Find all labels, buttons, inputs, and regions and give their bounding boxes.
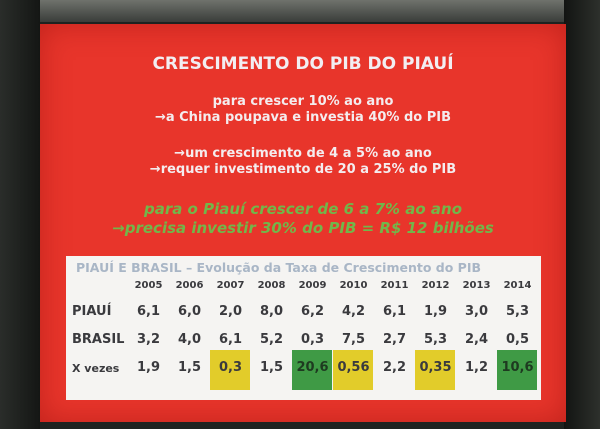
year-header: 2009 <box>298 280 327 291</box>
growth-table: PIAUÍ E BRASIL – Evolução da Taxa de Cre… <box>66 256 541 400</box>
table-cell: 2,0 <box>218 304 243 319</box>
highlight-cell-yellow <box>415 350 455 390</box>
text-line: →requer investimento de 20 a 25% do PIB <box>149 162 457 177</box>
table-cell: 6,1 <box>382 304 407 319</box>
table-cell: 1,5 <box>259 360 284 375</box>
text-line: →um crescimento de 4 a 5% ao ano <box>174 146 432 161</box>
table-cell: 5,3 <box>423 332 448 347</box>
highlight-cell-yellow <box>210 350 250 390</box>
year-header: 2007 <box>216 280 245 291</box>
table-cell: 0,5 <box>505 332 530 347</box>
table-title: PIAUÍ E BRASIL – Evolução da Taxa de Cre… <box>76 260 481 275</box>
year-header: 2011 <box>380 280 409 291</box>
highlight-cell-yellow <box>333 350 373 390</box>
year-header: 2010 <box>339 280 368 291</box>
row-label: PIAUÍ <box>72 304 112 319</box>
table-cell: 6,0 <box>177 304 202 319</box>
year-header: 2012 <box>421 280 450 291</box>
row-label: X vezes <box>72 362 120 375</box>
table-cell: 6,1 <box>218 332 243 347</box>
table-cell: 0,3 <box>300 332 325 347</box>
table-cell: 5,2 <box>259 332 284 347</box>
highlight-line: para o Piauí crescer de 6 a 7% ao ano <box>143 200 463 218</box>
highlight-line: →precisa investir 30% do PIB = R$ 12 bil… <box>112 219 494 237</box>
year-header: 2005 <box>134 280 163 291</box>
highlight-cell-green <box>292 350 332 390</box>
table-cell: 3,0 <box>464 304 489 319</box>
row-label: BRASIL <box>72 332 125 347</box>
frame-right <box>564 0 600 429</box>
table-cell: 20,6 <box>296 360 329 375</box>
highlight-cell-green <box>497 350 537 390</box>
year-header: 2013 <box>462 280 491 291</box>
table-cell: 8,0 <box>259 304 284 319</box>
table-cell: 2,2 <box>382 360 407 375</box>
table-cell: 10,6 <box>501 360 534 375</box>
table-cell: 7,5 <box>341 332 366 347</box>
table-cell: 1,5 <box>177 360 202 375</box>
year-header: 2008 <box>257 280 286 291</box>
table-cell: 1,2 <box>464 360 489 375</box>
table-cell: 5,3 <box>505 304 530 319</box>
table-cell: 4,2 <box>341 304 366 319</box>
table-cell: 2,4 <box>464 332 489 347</box>
table-cell: 3,2 <box>136 332 161 347</box>
text-line: →a China poupava e investia 40% do PIB <box>154 110 452 125</box>
presentation-slide: CRESCIMENTO DO PIB DO PIAUÍ para crescer… <box>40 24 566 422</box>
year-header: 2006 <box>175 280 204 291</box>
table-cell: 2,7 <box>382 332 407 347</box>
table-cell: 4,0 <box>177 332 202 347</box>
projector-top-bar <box>0 0 600 22</box>
table-cell: 0,3 <box>218 360 243 375</box>
table-cell: 0,35 <box>419 360 452 375</box>
slide-title: CRESCIMENTO DO PIB DO PIAUÍ <box>152 54 454 74</box>
table-cell: 6,1 <box>136 304 161 319</box>
year-header: 2014 <box>503 280 532 291</box>
table-cell: 6,2 <box>300 304 325 319</box>
table-cell: 0,56 <box>337 360 370 375</box>
table-cell: 1,9 <box>136 360 161 375</box>
text-line: para crescer 10% ao ano <box>212 94 394 109</box>
frame-left <box>0 0 40 429</box>
table-cell: 1,9 <box>423 304 448 319</box>
